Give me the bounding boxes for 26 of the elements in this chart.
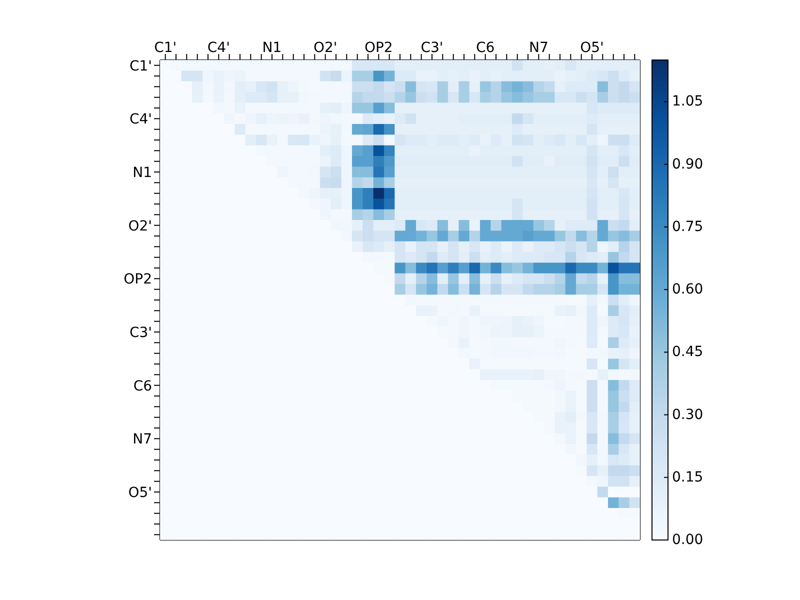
x-tick-label: C1': [154, 40, 177, 56]
y-tick-label: C1': [129, 58, 152, 74]
color-bar-label: 1.05: [672, 94, 704, 110]
color-bar-label: 0.90: [672, 156, 704, 172]
y-tick-label: O5': [128, 484, 152, 501]
x-tick-label: C4': [207, 40, 230, 56]
color-bar-label: 0.60: [672, 282, 704, 298]
x-tick-label: C6: [476, 40, 495, 56]
color-bar-label: 0.15: [672, 469, 704, 486]
x-tick-label: OP2: [364, 40, 393, 56]
x-tick-label: O2': [313, 40, 338, 56]
x-tick-label: N1: [262, 40, 282, 56]
x-tick-label: C3': [420, 40, 444, 56]
color-bar-label: 0.45: [672, 344, 704, 360]
y-tick-label: O2': [128, 218, 152, 234]
y-tick-label: C3': [129, 324, 152, 341]
y-tick-label: N7: [132, 432, 152, 448]
color-bar-label: 0.00: [672, 532, 704, 548]
color-bar-label: 0.30: [672, 406, 704, 423]
x-tick-label: O5': [580, 40, 604, 56]
y-tick-label: N1: [132, 164, 152, 181]
x-tick-label: N7: [528, 40, 548, 56]
y-tick-label: C4': [129, 112, 152, 128]
y-tick-label: C6: [133, 378, 152, 394]
color-bar-label: 0.75: [672, 218, 704, 235]
y-tick-label: OP2: [124, 272, 152, 288]
